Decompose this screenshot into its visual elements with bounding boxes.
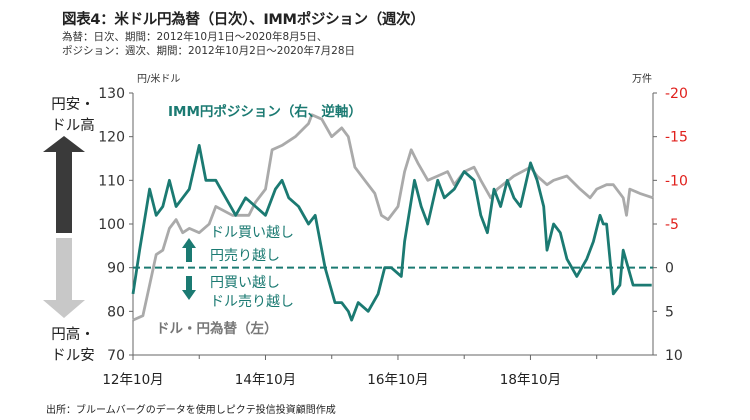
right-axis-unit: 万件 [632,73,652,85]
x-tick-label: 14年10月 [235,372,296,388]
yen-strong-label-line2: ドル安 [51,347,95,364]
chart-subtitle-1: 為替：日次、期間：2012年10月1日～2020年8月5日、 [62,31,328,43]
left-axis-unit: 円/米ドル [137,72,180,85]
arrow-down-icon [43,238,85,318]
right-tick-label: 10 [665,348,683,364]
yen-weak-label-line1: 円安・ [51,96,95,113]
left-tick-label: 120 [98,130,125,146]
series-line-fx [132,113,654,322]
left-tick-label: 130 [98,86,125,102]
x-tick-label: 18年10月 [500,372,561,388]
annotation-long-dollar: ドル買い越し [210,225,294,241]
x-tick-label: 12年10月 [102,372,163,388]
x-tick-label: 16年10月 [367,372,428,388]
arrow-long-yen-icon [182,276,196,300]
right-tick-label: -15 [665,130,688,146]
chart-title: 図表4：米ドル円為替（日次）、IMMポジション（週次） [62,12,425,28]
left-tick-label: 70 [107,348,125,364]
left-tick-label: 110 [98,173,125,189]
series-label-position: IMM円ポジション（右、逆軸） [168,103,362,120]
series-label-fx: ドル・円為替（左） [156,320,278,337]
right-tick-label: 5 [665,304,674,320]
right-tick-label: 0 [665,261,674,277]
yen-strong-label-line1: 円高・ [51,326,95,343]
right-tick-label: -20 [665,86,688,102]
source-note: 出所：ブルームバーグのデータを使用しピクテ投信投資顧問作成 [46,405,336,416]
annotation-short-dollar: ドル売り越し [210,294,294,310]
annotation-long-yen: 円買い越し [210,275,280,291]
right-tick-label: -10 [665,173,688,189]
arrow-up-icon [43,136,85,233]
left-tick-label: 100 [98,217,125,233]
yen-weak-label-line2: ドル高 [51,117,95,134]
right-tick-label: -5 [665,217,679,233]
left-tick-label: 80 [107,304,125,320]
annotation-short-yen: 円売り越し [210,248,280,264]
chart-subtitle-2: ポジション：週次、期間：2012年10月2日～2020年7月28日 [62,45,356,57]
left-tick-label: 90 [107,261,125,277]
series-line-position [131,143,652,322]
arrow-long-dollar-icon [182,238,196,262]
